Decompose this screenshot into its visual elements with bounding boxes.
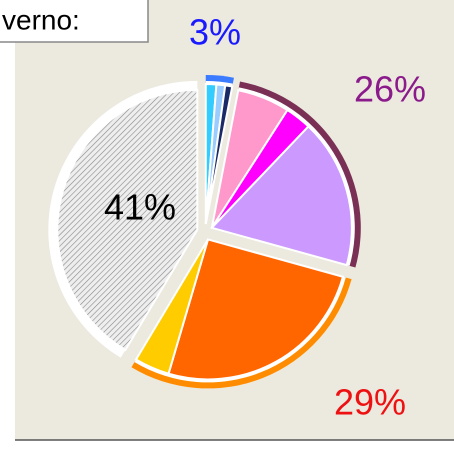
pie-slice bbox=[56, 88, 199, 352]
group-label: 3% bbox=[189, 12, 241, 53]
chart-title: verno: bbox=[2, 4, 80, 35]
group-label: 26% bbox=[354, 69, 426, 110]
title-box bbox=[0, 0, 149, 43]
pie-slice bbox=[204, 84, 234, 225]
group-label: 41% bbox=[104, 187, 176, 228]
pie-slice bbox=[167, 238, 345, 381]
pie-slice bbox=[134, 238, 209, 375]
group-label: 29% bbox=[334, 382, 406, 423]
pie-slice bbox=[209, 125, 353, 267]
pie bbox=[48, 75, 361, 389]
